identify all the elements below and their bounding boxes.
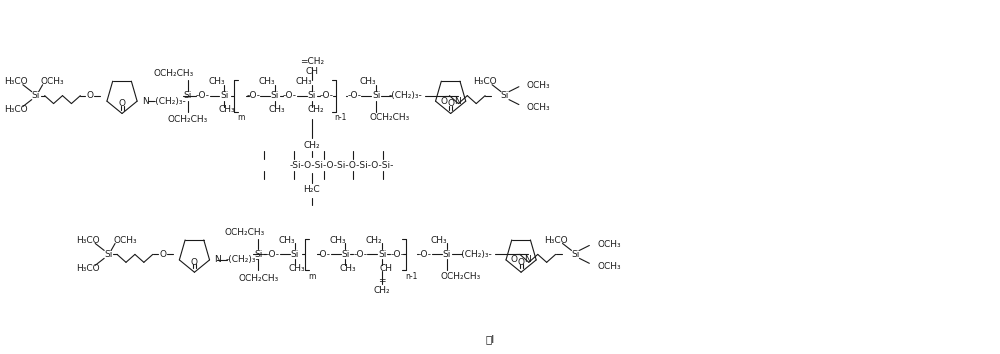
Text: CH₃: CH₃ [208,77,225,86]
Text: H₃CO: H₃CO [76,264,100,273]
Text: Si: Si [341,250,350,259]
Text: H₃CO: H₃CO [4,105,28,114]
Text: CH: CH [305,67,318,76]
Text: m: m [308,272,315,281]
Text: CH₃: CH₃ [339,264,356,273]
Text: Si: Si [378,250,386,259]
Text: m: m [238,113,245,122]
Text: OCH₃: OCH₃ [527,81,550,90]
Text: CH₃: CH₃ [295,77,312,86]
Text: O: O [119,99,126,108]
Text: -O-: -O- [317,250,331,259]
Text: OCH₃: OCH₃ [41,77,64,86]
Text: OCH₂CH₃: OCH₂CH₃ [238,274,278,283]
Text: OCH₃: OCH₃ [527,103,550,112]
Text: -Si-O-Si-O-Si-O-Si-O-Si-: -Si-O-Si-O-Si-O-Si-O-Si- [289,161,394,170]
Text: -(CH₂)₃-: -(CH₂)₃- [459,250,492,259]
Text: Si: Si [271,91,279,100]
Text: -O-: -O- [320,91,334,100]
Text: OCH₂CH₃: OCH₂CH₃ [370,113,410,122]
Text: CH₃: CH₃ [430,236,447,245]
Text: CH₃: CH₃ [269,105,285,114]
Text: OCH₃: OCH₃ [113,236,137,245]
Text: CH₃: CH₃ [289,264,305,273]
Text: =CH₂: =CH₂ [300,57,324,67]
Text: O: O [447,99,454,108]
Text: Si: Si [571,250,580,259]
Text: -O-: -O- [266,250,280,259]
Text: Si: Si [372,91,380,100]
Text: N: N [524,255,531,264]
Text: -(CH₂)₃-: -(CH₂)₃- [225,255,259,264]
Text: -O-: -O- [353,250,367,259]
Text: N: N [142,97,149,105]
Text: O: O [511,255,518,264]
Text: OCH₃: OCH₃ [597,240,621,249]
Text: n-1: n-1 [405,272,417,281]
Text: H₂C: H₂C [303,185,320,194]
Text: N: N [454,97,461,105]
Text: CH₃: CH₃ [329,236,346,245]
Text: -O-: -O- [390,250,404,259]
Text: H₃CO: H₃CO [544,236,567,245]
Text: CH₃: CH₃ [218,105,235,114]
Text: OCH₂CH₃: OCH₂CH₃ [168,115,208,124]
Text: H₃CO: H₃CO [473,77,497,86]
Text: N: N [215,255,221,264]
Text: CH₃: CH₃ [279,236,295,245]
Text: CH₃: CH₃ [259,77,275,86]
Text: CH₂: CH₂ [307,105,324,114]
Text: OCH₂CH₃: OCH₂CH₃ [440,272,481,281]
Text: Si: Si [220,91,229,100]
Text: O: O [441,97,448,105]
Text: -O-: -O- [246,91,260,100]
Text: CH: CH [380,264,393,273]
Text: Si: Si [442,250,451,259]
Text: OCH₂CH₃: OCH₂CH₃ [154,69,194,78]
Text: CH₂: CH₂ [366,236,383,245]
Text: Si: Si [254,250,262,259]
Text: CH₂: CH₂ [303,141,320,150]
Text: Si: Si [32,91,40,100]
Text: n-1: n-1 [334,113,347,122]
Text: -O-: -O- [283,91,297,100]
Text: O: O [159,250,166,259]
Text: H₃CO: H₃CO [4,77,28,86]
Text: CH₃: CH₃ [360,77,377,86]
Text: =: = [378,276,386,285]
Text: H₃CO: H₃CO [76,236,100,245]
Text: -O-: -O- [347,91,361,100]
Text: -(CH₂)₃-: -(CH₂)₃- [153,97,187,105]
Text: Si: Si [291,250,299,259]
Text: Si: Si [104,250,112,259]
Text: CH₂: CH₂ [374,286,390,295]
Text: O: O [87,91,94,100]
Text: -(CH₂)₃-: -(CH₂)₃- [388,91,422,100]
Text: Si: Si [184,91,192,100]
Text: OCH₃: OCH₃ [597,262,621,271]
Text: Si: Si [308,91,316,100]
Text: OCH₂CH₃: OCH₂CH₃ [224,228,264,237]
Text: -O-: -O- [196,91,210,100]
Text: O: O [518,258,525,267]
Text: 式I: 式I [485,334,495,344]
Text: Si: Si [501,91,509,100]
Text: -O-: -O- [418,250,432,259]
Text: O: O [191,258,198,267]
